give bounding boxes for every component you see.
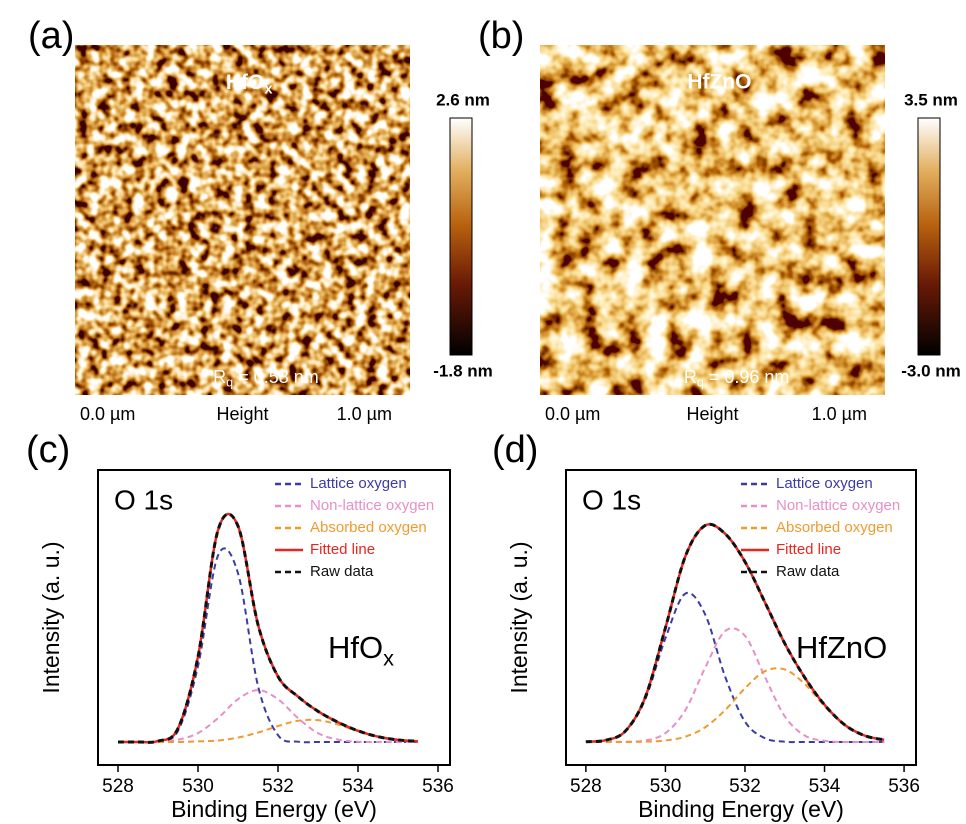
- legend-label: Fitted line: [776, 541, 841, 558]
- y-axis-label: Intensity (a. u.): [506, 541, 532, 693]
- sample-label: HfOx: [328, 630, 394, 670]
- legend-label: Raw data: [310, 563, 374, 580]
- x-tick-label: 532: [262, 776, 294, 797]
- series-line: [117, 512, 419, 744]
- plot-frame: [97, 469, 451, 766]
- x-axis-label: Binding Energy (eV): [638, 796, 844, 822]
- series-line: [585, 627, 885, 744]
- colorbar: [449, 117, 473, 356]
- sample-label-sub: x: [383, 645, 394, 670]
- x-tick-label: 530: [650, 776, 682, 797]
- afm-x-label: 1.0 µm: [337, 404, 392, 424]
- series-line: [117, 689, 418, 744]
- roughness-label-main: R: [213, 367, 226, 387]
- x-tick-label: 536: [888, 776, 920, 797]
- legend-label: Absorbed oxygen: [776, 519, 893, 536]
- annotation: O 1s: [582, 484, 641, 515]
- x-tick-label: 528: [570, 776, 602, 797]
- legend-label: Non-lattice oxygen: [776, 497, 900, 514]
- afm-x-label: Height: [216, 404, 268, 424]
- afm-title: HfOx: [226, 71, 274, 98]
- x-tick-label: 532: [729, 776, 761, 797]
- panel-label: (c): [26, 429, 70, 471]
- x-tick-label: 534: [342, 776, 374, 797]
- x-tick-label: 530: [182, 776, 214, 797]
- legend-label: Absorbed oxygen: [310, 519, 427, 536]
- legend-label: Raw data: [776, 563, 840, 580]
- x-tick-label: 534: [809, 776, 841, 797]
- annotation: O 1s: [114, 484, 173, 515]
- roughness-label-sub: q: [697, 376, 704, 390]
- roughness-label: Rq = 0.58 nm: [213, 367, 319, 390]
- afm-x-label: 0.0 µm: [545, 404, 600, 424]
- panel-label: (b): [478, 15, 524, 57]
- roughness-label-sub: q: [226, 376, 233, 390]
- series-line: [585, 522, 885, 744]
- roughness-label-rest: = 0.58 nm: [233, 367, 319, 387]
- afm-x-label: 0.0 µm: [80, 404, 135, 424]
- afm-image: [540, 45, 885, 395]
- colorbar-label: -3.0 nm: [901, 361, 961, 380]
- afm-title-main: HfO: [226, 71, 265, 94]
- afm-image: [75, 45, 410, 395]
- sample-label: HfZnO: [796, 630, 887, 665]
- legend-label: Fitted line: [310, 541, 375, 558]
- series-line: [585, 667, 885, 744]
- colorbar: [917, 117, 941, 356]
- panel-label: (a): [28, 15, 74, 57]
- x-tick-label: 536: [422, 776, 454, 797]
- legend-label: Lattice oxygen: [310, 475, 407, 492]
- colorbar-label: -1.8 nm: [433, 361, 493, 380]
- panel-label: (d): [492, 429, 538, 471]
- roughness-label-main: R: [684, 367, 697, 387]
- colorbar-label: 2.6 nm: [436, 90, 490, 109]
- sample-label-main: HfO: [328, 630, 383, 665]
- afm-x-label: Height: [686, 404, 738, 424]
- afm-title: HfZnO: [687, 71, 751, 94]
- colorbar-label: 3.5 nm: [904, 90, 958, 109]
- x-tick-label: 528: [102, 776, 134, 797]
- y-axis-label: Intensity (a. u.): [38, 541, 64, 693]
- roughness-label: Rq = 0.96 nm: [684, 367, 790, 390]
- x-axis-label: Binding Energy (eV): [171, 796, 377, 822]
- afm-title-sub: x: [264, 81, 273, 97]
- legend-label: Non-lattice oxygen: [310, 497, 434, 514]
- legend-label: Lattice oxygen: [776, 475, 873, 492]
- afm-x-label: 1.0 µm: [812, 404, 867, 424]
- plot-frame: [565, 469, 917, 766]
- roughness-label-rest: = 0.96 nm: [704, 367, 790, 387]
